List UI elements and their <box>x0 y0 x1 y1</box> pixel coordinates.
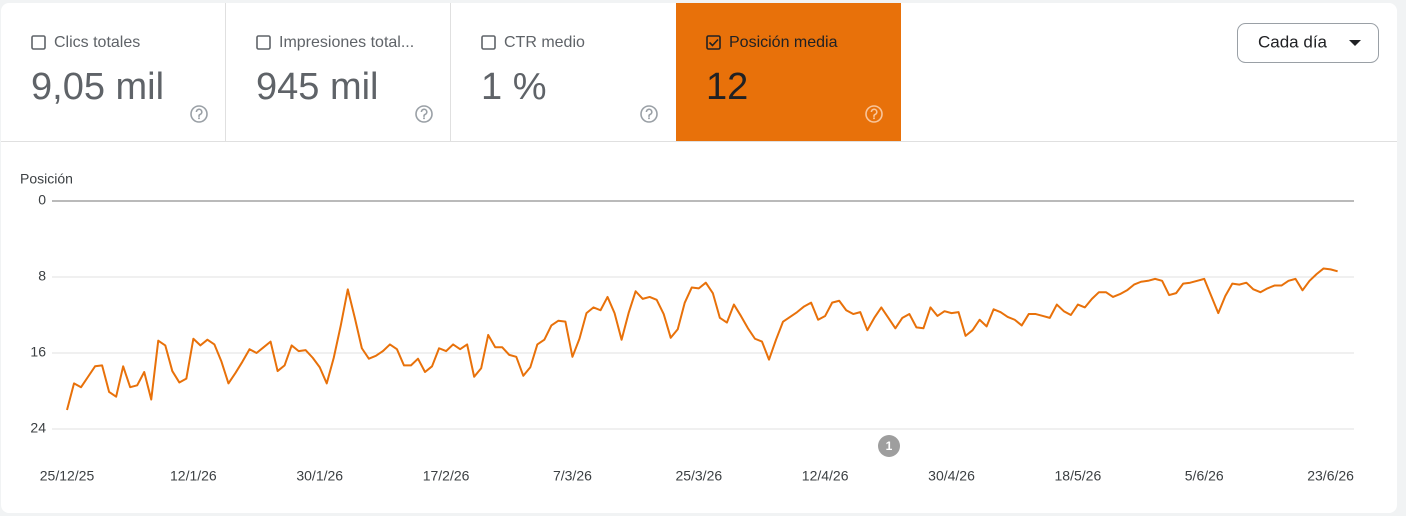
x-tick-label: 25/3/26 <box>675 468 722 484</box>
checkbox[interactable] <box>706 35 721 50</box>
x-tick-label: 5/6/26 <box>1185 468 1224 484</box>
tile-bg[interactable] <box>676 3 901 141</box>
x-tick-label: 23/6/26 <box>1307 468 1354 484</box>
help-icon[interactable] <box>865 105 883 123</box>
checkmark <box>708 38 719 47</box>
help-icon[interactable] <box>640 105 658 123</box>
x-tick-label: 12/1/26 <box>170 468 217 484</box>
y-tick-label: 24 <box>30 420 46 436</box>
help-dot <box>423 117 425 120</box>
x-tick-label: 30/4/26 <box>928 468 975 484</box>
metric-value: 12 <box>706 66 748 108</box>
metric-value: 1 % <box>481 66 546 108</box>
y-tick-label: 0 <box>38 192 46 208</box>
help-glyph <box>870 108 878 117</box>
metric-value: 945 mil <box>256 66 379 108</box>
checkbox[interactable] <box>481 35 496 50</box>
y-axis-label: Posición <box>20 171 73 187</box>
metric-label[interactable]: Clics totales <box>54 34 140 51</box>
metric-label[interactable]: CTR medio <box>504 34 585 51</box>
x-tick-label: 12/4/26 <box>802 468 849 484</box>
metric-tile[interactable]: Posición media 12 <box>676 3 901 141</box>
x-tick-label: 25/12/25 <box>40 468 95 484</box>
granularity-dropdown[interactable]: Cada día <box>1237 23 1379 63</box>
metric-tile[interactable]: Impresiones total... 945 mil <box>256 34 433 123</box>
dropdown-box[interactable] <box>1237 23 1379 63</box>
x-tick-label: 7/3/26 <box>553 468 592 484</box>
metric-label[interactable]: Impresiones total... <box>279 34 414 51</box>
annotation-marker[interactable]: 1 <box>878 435 900 457</box>
annotation-text[interactable]: 1 <box>886 439 893 453</box>
help-dot <box>198 117 200 120</box>
x-tick-label: 17/2/26 <box>423 468 470 484</box>
help-icon[interactable] <box>190 105 208 123</box>
metric-tile[interactable]: Clics totales 9,05 mil <box>31 34 208 123</box>
checkbox[interactable] <box>31 35 46 50</box>
help-dot <box>648 117 650 120</box>
metric-label[interactable]: Posición media <box>729 34 838 51</box>
metric-value: 9,05 mil <box>31 66 164 108</box>
help-glyph <box>195 108 203 117</box>
annotation-circle[interactable] <box>878 435 900 457</box>
help-glyph <box>420 108 428 117</box>
checkbox[interactable] <box>256 35 271 50</box>
card-bg <box>1 3 1397 513</box>
y-tick-label: 8 <box>38 268 46 284</box>
metric-tile[interactable]: CTR medio 1 % <box>481 34 658 123</box>
help-dot <box>873 117 875 120</box>
x-tick-label: 18/5/26 <box>1055 468 1102 484</box>
dropdown-label[interactable]: Cada día <box>1258 32 1328 51</box>
help-icon[interactable] <box>415 105 433 123</box>
x-tick-label: 30/1/26 <box>296 468 343 484</box>
help-glyph <box>645 108 653 117</box>
y-tick-label: 16 <box>30 344 46 360</box>
dropdown-arrow <box>1349 40 1361 46</box>
series-line <box>66 267 1338 411</box>
